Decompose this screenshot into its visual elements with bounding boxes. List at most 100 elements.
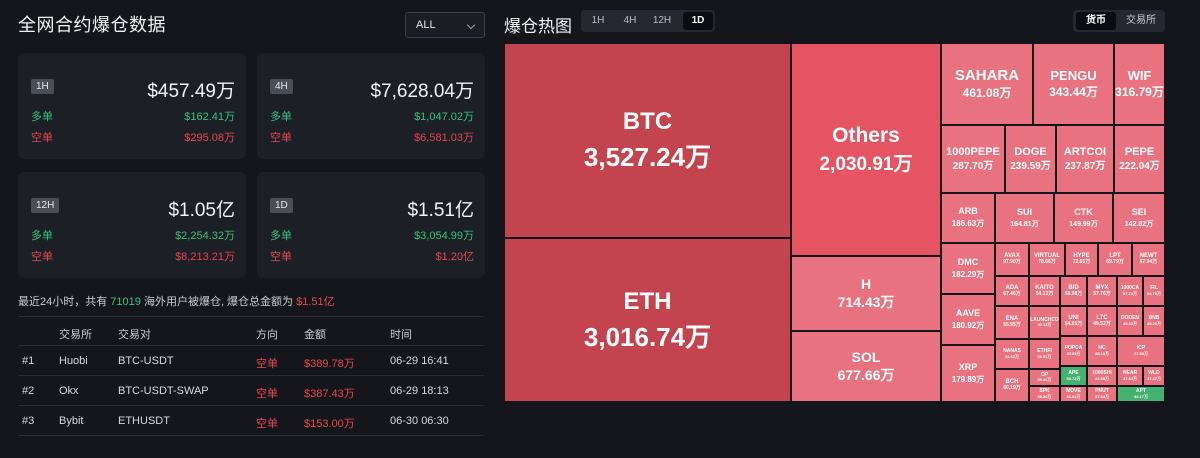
tab-currency[interactable]: 货币 [1076,12,1116,30]
heatmap-tile-wld[interactable]: WLD 37.47万 [1143,366,1165,386]
heatmap-tile-pnut[interactable]: PNUT 37.64万 [1087,386,1117,402]
heatmap-tile-icp[interactable]: ICP 37.93万 [1117,336,1165,366]
table-header: 交易所 交易对 方向 金额 时间 [18,317,484,346]
table-row[interactable]: #1 Huobi BTC-USDT 空单 $389.78万 06-29 16:4… [18,346,484,376]
heatmap-tile-h[interactable]: H 714.43万 [791,256,941,331]
heatmap-tile-nanas[interactable]: NANAS 53.62万 [995,339,1029,369]
tile-amount: 72.65万 [1072,259,1091,266]
heatmap-tile-move[interactable]: MOVE 41.94万 [1060,386,1087,402]
timeframe-badge: 12H [31,198,60,213]
heatmap-tile-uni[interactable]: UNI 54.01万 [1060,306,1087,336]
heatmap-tile-xrp[interactable]: XRP 179.89万 [941,345,995,402]
short-label: 空单 [31,251,53,263]
tile-amount: 677.66万 [837,367,895,383]
heatmap-tile-ltc[interactable]: LTC 49.52万 [1087,306,1117,336]
short-value: $8,213.21万 [175,251,235,263]
heatmap-tile-1000pepe[interactable]: 1000PEPE 287.70万 [941,125,1005,193]
heatmap-tile-ape[interactable]: APE 50.72万 [1060,366,1087,386]
row-amount: $387.43万 [304,388,355,400]
heatmap-tile-avax[interactable]: AVAX 97.90万 [995,243,1029,276]
tile-symbol: ARTCOI [1063,145,1107,158]
heatmap-tile-myx[interactable]: MYX 57.76万 [1087,276,1117,306]
heatmap-tile-nc[interactable]: NC 38.18万 [1087,336,1117,366]
tab-12h[interactable]: 12H [652,15,672,26]
tile-amount: 55.95万 [1003,322,1021,329]
heatmap-tile-arb[interactable]: ARB 186.63万 [941,193,995,243]
tile-amount: 60.19万 [1003,385,1021,392]
heatmap-tile-near[interactable]: NEAR 37.84万 [1117,366,1143,386]
chevron-down-icon [466,20,476,30]
heatmap-tile-op[interactable]: OP 59.46万 [1029,369,1060,386]
heatmap-tile-doge[interactable]: DOGE 239.59万 [1005,125,1056,193]
row-rank: #3 [22,415,35,427]
heatmap-tile-ada[interactable]: ADA 67.46万 [995,276,1029,306]
heatmap-tile-lpt[interactable]: LPT 69.79万 [1098,243,1132,276]
heatmap-tile-sui[interactable]: SUI 164.81万 [995,193,1054,243]
heatmap-tile-wif[interactable]: WIF 316.79万 [1114,43,1165,125]
tile-symbol: DMC [957,256,979,267]
tile-symbol: UNI [1068,314,1079,321]
heatmap-tile-dmc[interactable]: DMC 182.29万 [941,243,995,294]
tab-4h[interactable]: 4H [623,15,637,26]
heatmap-tile-ethfi[interactable]: ETHFI 50.51万 [1029,339,1060,369]
tab-1h[interactable]: 1H [591,15,605,26]
tile-symbol: DOGE [1014,145,1047,158]
tile-symbol: NEAR [1122,370,1138,377]
heatmap-tile-pepe[interactable]: PEPE 222.04万 [1114,125,1165,193]
heatmap-tile-pengu[interactable]: PENGU 343.44万 [1033,43,1114,125]
heatmap-tile-apt[interactable]: APT 34.17万 [1117,386,1165,402]
row-time: 06-29 18:13 [390,385,449,397]
heatmap-tile-sei[interactable]: SEI 142.82万 [1113,193,1165,243]
heatmap-tile-others[interactable]: Others 2,030.91万 [791,43,941,256]
tile-symbol: SOL [851,348,881,365]
row-side: 空单 [256,418,278,430]
tile-amount: 37.84万 [1122,375,1137,381]
table-row[interactable]: #3 Bybit ETHUSDT 空单 $153.00万 06-30 06:30 [18,406,484,436]
heatmap-tile-aave[interactable]: AAVE 180.92万 [941,294,995,345]
tile-symbol: WLD [1148,370,1160,377]
tile-symbol: SPK [1039,388,1050,395]
total-amount: $457.49万 [147,81,235,102]
range-select[interactable]: ALL [405,12,485,38]
heatmap-tile-launchco[interactable]: LAUNCHCO 52.13万 [1029,306,1060,339]
heatmap-tile-bch[interactable]: BCH 60.19万 [995,369,1029,402]
heatmap-tile-bnb[interactable]: BNB 48.26万 [1143,306,1165,336]
tile-amount: 182.29万 [951,269,985,279]
heatmap-tile-1000ca[interactable]: 1000CA 57.23万 [1117,276,1143,306]
heatmap-tile-artcoi[interactable]: ARTCOI 237.87万 [1056,125,1114,193]
heatmap-tile-virtual[interactable]: VIRTUAL 78.66万 [1029,243,1065,276]
heatmap-tile-ctk[interactable]: CTK 149.99万 [1054,193,1113,243]
heatmap-tile-fil[interactable]: FIL 56.79万 [1143,276,1165,306]
table-row[interactable]: #2 Okx BTC-USDT-SWAP 空单 $387.43万 06-29 1… [18,376,484,406]
heatmap-tile-bid[interactable]: BID 58.08万 [1060,276,1087,306]
tile-symbol: MOVE [1066,388,1081,395]
tab-exchange[interactable]: 交易所 [1126,15,1156,26]
heatmap-tile-1000shi[interactable]: 1000SHI 42.98万 [1087,366,1117,386]
heatmap-tile-newt[interactable]: NEWT 67.94万 [1132,243,1165,276]
tile-symbol: POPCA [1064,345,1083,352]
tile-symbol: KAITO [1035,284,1054,291]
heatmap-tile-spk[interactable]: SPK 50.30万 [1029,386,1060,402]
tile-amount: 57.76万 [1093,290,1111,297]
tile-amount: 180.92万 [951,320,985,330]
heatmap-tile-kaito[interactable]: KAITO 54.13万 [1029,276,1060,306]
heatmap-tile-hype[interactable]: HYPE 72.65万 [1065,243,1098,276]
row-rank: #1 [22,355,35,367]
tab-1d[interactable]: 1D [683,12,713,30]
tile-amount: 179.89万 [951,374,985,384]
heatmap-tile-btc[interactable]: BTC 3,527.24万 [504,43,791,238]
heatmap-tile-sahara[interactable]: SAHARA 461.08万 [941,43,1033,125]
row-amount: $389.78万 [304,358,355,370]
summary-text: 最近24小时，共有 71019 海外用户被爆仓, 爆仓总金额为 $1.51亿 [18,293,335,309]
timeframe-badge: 1D [270,198,293,213]
tile-symbol: MYX [1095,284,1109,291]
row-exchange: Bybit [59,415,84,427]
heatmap-tile-ena[interactable]: ENA 55.95万 [995,306,1029,339]
heatmap-tile-sol[interactable]: SOL 677.66万 [791,331,941,402]
liquidation-panel: 全网合约爆仓数据 ALL 1H $457.49万 多单 $162.41万 空单 … [0,0,500,458]
heatmap-tile-popca[interactable]: POPCA 43.83万 [1060,336,1087,366]
heatmap-tile-eth[interactable]: ETH 3,016.74万 [504,238,791,402]
short-label: 空单 [31,132,53,144]
heatmap-tile-doden[interactable]: DODEN 49.33万 [1117,306,1143,336]
tile-symbol: 1000CA [1120,285,1140,292]
